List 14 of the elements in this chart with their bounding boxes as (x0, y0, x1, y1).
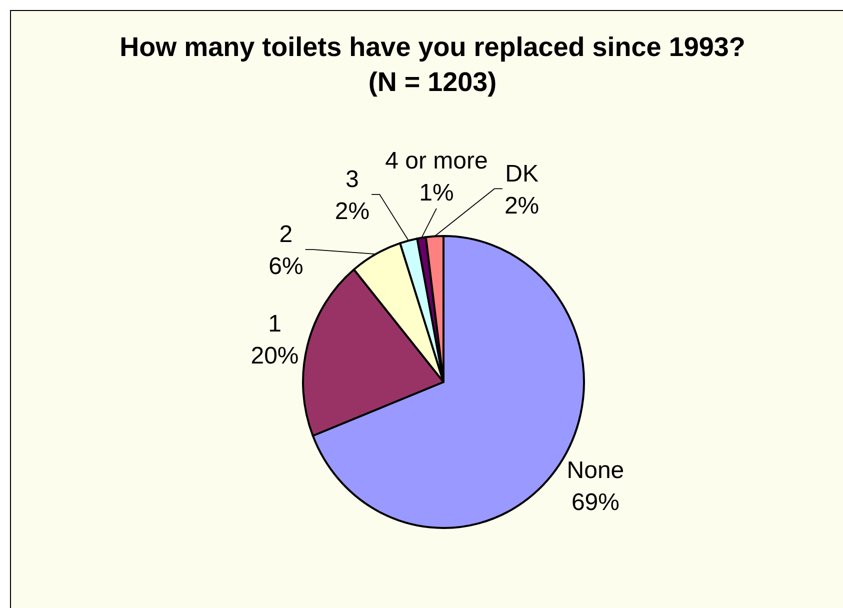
data-label: 2% (334, 198, 370, 226)
slice-label: None (566, 456, 624, 484)
slice-label: 3 (346, 166, 359, 194)
data-label: 69% (571, 488, 620, 516)
slice-label: 4 or more (385, 147, 488, 174)
data-label: 20% (250, 342, 299, 370)
slice-label: DK (505, 160, 538, 188)
slice-label: 1 (268, 310, 282, 338)
data-label: 6% (268, 253, 304, 280)
chart-subtitle: (N = 1203) (368, 67, 497, 97)
data-label: 1% (419, 179, 454, 206)
chart-title: How many toilets have you replaced since 1993? (120, 32, 746, 62)
slice-label: 2 (279, 221, 293, 248)
data-label: 2% (504, 192, 540, 220)
